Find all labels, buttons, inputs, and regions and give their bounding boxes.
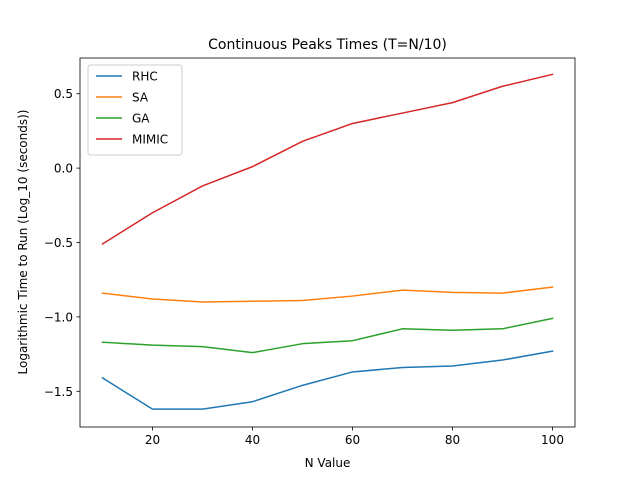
legend-label-ga: GA	[132, 112, 150, 126]
x-tick-label: 100	[541, 433, 564, 447]
series-line-sa	[101, 286, 554, 303]
legend-label-rhc: RHC	[132, 70, 158, 84]
legend-label-mimic: MIMIC	[132, 133, 168, 147]
x-axis-label: N Value	[305, 456, 351, 470]
x-tick-label: 60	[345, 433, 360, 447]
y-tick-label: −1.0	[44, 310, 73, 324]
series-line-rhc	[101, 350, 554, 410]
x-tick-label: 40	[245, 433, 260, 447]
y-tick-label: −1.5	[44, 385, 73, 399]
y-axis-label: Logarithmic Time to Run (Log_10 (seconds…	[16, 110, 30, 375]
y-tick-label: −0.5	[44, 236, 73, 250]
legend-label-sa: SA	[132, 91, 149, 105]
x-tick-label: 20	[145, 433, 160, 447]
legend-box	[87, 64, 183, 156]
chart-title: Continuous Peaks Times (T=N/10)	[208, 37, 447, 53]
y-tick-label: 0.5	[54, 87, 73, 101]
x-tick-label: 80	[445, 433, 460, 447]
series-line-ga	[101, 317, 554, 354]
y-tick-label: 0.0	[54, 162, 73, 176]
plot-area: 20 40 60 80 100 −1.5 −1.0 −0.5 0.0 0.5 RHC SA GA MIMI…	[44, 57, 576, 447]
series-line-mimic	[101, 73, 554, 246]
